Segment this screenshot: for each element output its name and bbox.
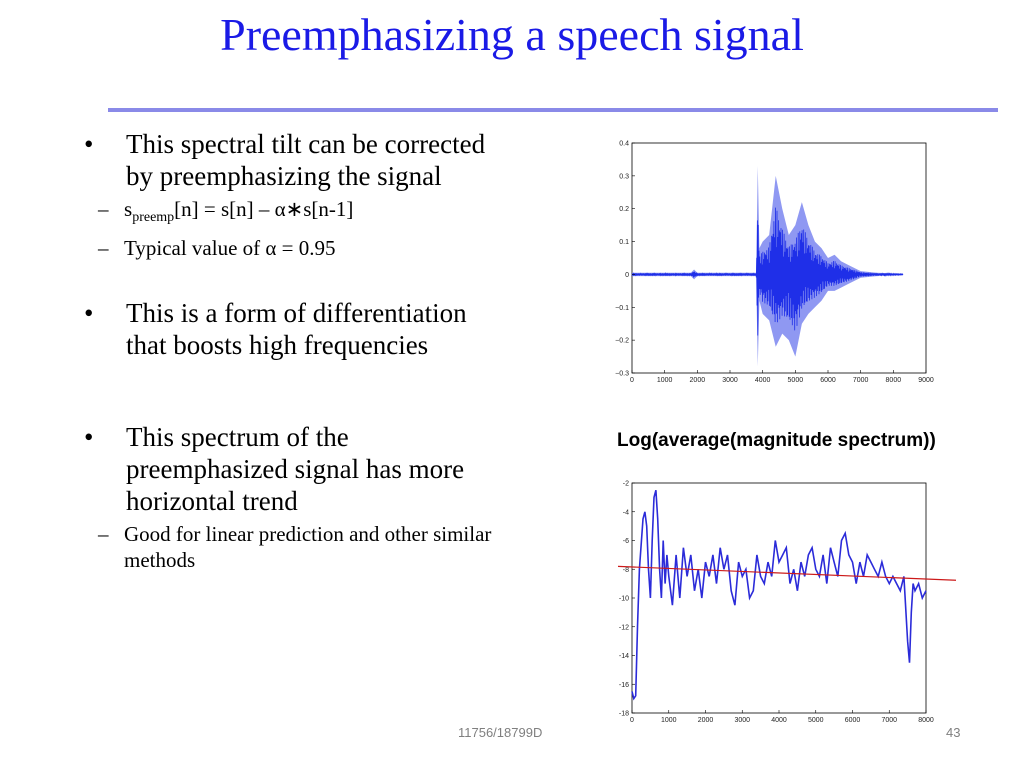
x-tick-label: 1000 xyxy=(657,377,673,384)
x-tick-label: 7000 xyxy=(853,377,869,384)
bullet-list: • This spectral tilt can be corrected by… xyxy=(84,128,504,573)
bullet-text: This spectrum of the preemphasized signa… xyxy=(126,422,465,517)
x-tick-label: 3000 xyxy=(722,377,738,384)
bullet-item: • This spectrum of the preemphasized sig… xyxy=(84,421,504,517)
bullet-symbol: • xyxy=(84,129,94,159)
plot-frame xyxy=(631,482,927,714)
course-code: 11756/18799D xyxy=(458,725,543,740)
x-tick-label: 0 xyxy=(630,717,634,724)
waveform-chart: 0 1000 2000 3000 4000 5000 6000 7000 8000 9000 0.4… xyxy=(615,141,934,385)
formula-s: s xyxy=(124,197,133,221)
x-tick-label: 3000 xyxy=(734,717,750,724)
bullet-text: This is a form of differentiation that b… xyxy=(126,298,467,361)
page-number: 43 xyxy=(946,725,961,740)
bullet-symbol: • xyxy=(84,422,94,453)
y-tick-label: −0.3 xyxy=(615,371,629,378)
waveform-line xyxy=(631,207,904,336)
y-tick-label: 0.1 xyxy=(619,239,629,246)
x-tick-label: 6000 xyxy=(845,717,861,724)
y-tick-label: -18 xyxy=(619,711,629,718)
bullet-item: • This spectral tilt can be corrected by… xyxy=(84,128,504,192)
waveform-axes: 0 1000 2000 3000 4000 5000 6000 7000 8000 9000 0.4… xyxy=(615,141,934,385)
x-tick-label: 8000 xyxy=(918,717,934,724)
trend-line xyxy=(617,565,957,581)
y-tick-label: -16 xyxy=(619,682,629,689)
spectrum-content xyxy=(617,489,957,701)
x-tick-label: 4000 xyxy=(755,377,771,384)
formula-rest: [n] = s[n] – α∗s[n-1] xyxy=(174,197,354,221)
waveform-content xyxy=(631,166,904,367)
y-tick-label: 0.3 xyxy=(619,173,629,180)
sub-bullet-item: – Typical value of α = 0.95 xyxy=(84,235,504,261)
x-tick-label: 8000 xyxy=(886,377,902,384)
title-divider xyxy=(108,108,998,112)
x-tick-label: 2000 xyxy=(698,717,714,724)
formula-subscript: preemp xyxy=(132,210,175,226)
y-tick-label: -6 xyxy=(623,538,629,545)
y-tick-label: -4 xyxy=(623,509,629,516)
x-tick-label: 2000 xyxy=(690,377,706,384)
y-tick-label: -12 xyxy=(619,624,629,631)
x-tick-label: 0 xyxy=(630,377,634,384)
sub-bullet-text: Good for linear prediction and other sim… xyxy=(124,522,492,573)
y-tick-label: -14 xyxy=(619,653,629,660)
y-tick-label: −0.2 xyxy=(615,338,629,345)
sub-bullet-symbol: – xyxy=(98,522,109,547)
y-tick-label: 0 xyxy=(625,272,629,279)
x-tick-label: 5000 xyxy=(808,717,824,724)
spectrum-axes: 0 1000 2000 3000 4000 5000 6000 7000 8000 -2 -4 -6 -… xyxy=(619,481,934,725)
spectrum-caption: Log(average(magnitude spectrum)) xyxy=(617,430,936,451)
x-tick-label: 5000 xyxy=(788,377,804,384)
y-tick-label: -8 xyxy=(623,567,629,574)
x-tick-label: 7000 xyxy=(881,717,897,724)
slide-title: Preemphasizing a speech signal xyxy=(220,9,804,60)
x-tick-label: 4000 xyxy=(771,717,787,724)
y-tick-label: -2 xyxy=(623,481,629,488)
sub-bullet-item: – Good for linear prediction and other s… xyxy=(84,521,504,573)
sub-bullet-symbol: – xyxy=(98,236,109,261)
spectrum-chart: 0 1000 2000 3000 4000 5000 6000 7000 8000 -2 -4 -6 -… xyxy=(617,481,957,725)
x-tick-label: 1000 xyxy=(661,717,677,724)
sub-bullet-item: – spreemp[n] = s[n] – α∗s[n-1] xyxy=(84,196,504,231)
y-tick-label: 0.4 xyxy=(619,141,629,148)
x-tick-label: 6000 xyxy=(820,377,836,384)
bullet-symbol: • xyxy=(84,298,94,329)
bullet-text: This spectral tilt can be corrected by p… xyxy=(126,129,486,191)
sub-bullet-symbol: – xyxy=(98,197,109,221)
x-tick-label: 9000 xyxy=(918,377,934,384)
sub-bullet-text: Typical value of α = 0.95 xyxy=(124,236,336,261)
y-tick-label: 0.2 xyxy=(619,206,629,213)
bullet-item: • This is a form of differentiation that… xyxy=(84,297,504,361)
y-tick-label: −0.1 xyxy=(615,305,629,312)
y-tick-label: -10 xyxy=(619,596,629,603)
